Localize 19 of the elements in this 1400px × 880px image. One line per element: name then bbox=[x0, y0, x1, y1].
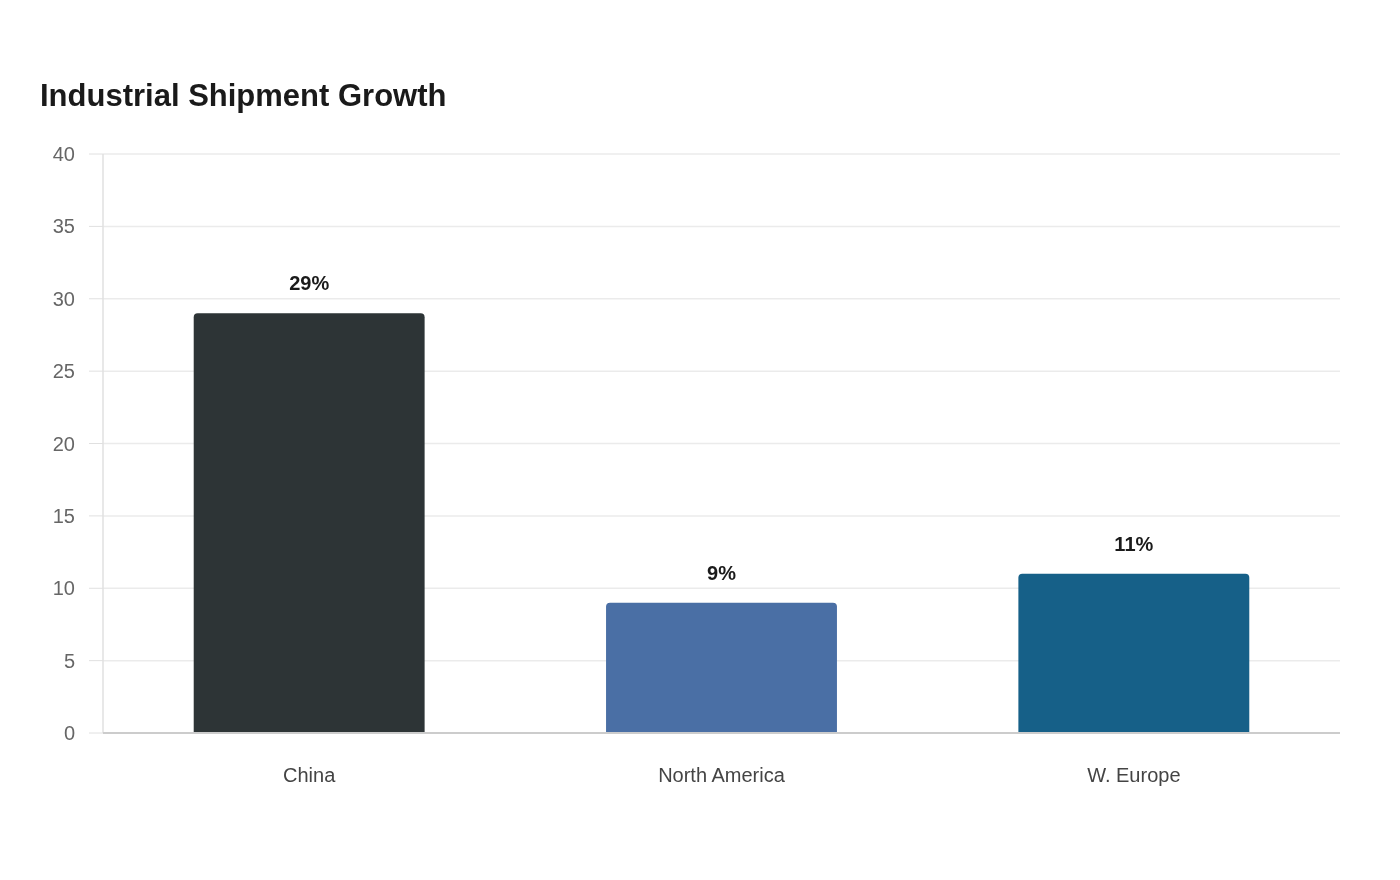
data-label: 29% bbox=[289, 272, 330, 295]
chart-title: Industrial Shipment Growth bbox=[40, 78, 447, 113]
x-tick-label: China bbox=[283, 764, 337, 786]
y-tick-label: 35 bbox=[52, 215, 75, 238]
y-tick-label: 10 bbox=[52, 577, 75, 600]
bar bbox=[193, 313, 425, 733]
data-label: 11% bbox=[1114, 532, 1154, 555]
bar bbox=[606, 602, 837, 733]
y-tick-label: 25 bbox=[52, 360, 75, 383]
x-tick-label: North America bbox=[658, 764, 786, 786]
data-label: 9% bbox=[707, 561, 737, 584]
y-tick-label: 30 bbox=[52, 287, 75, 310]
y-tick-label: 40 bbox=[52, 143, 75, 165]
x-tick-label: W. Europe bbox=[1087, 764, 1181, 786]
y-tick-label: 15 bbox=[52, 504, 75, 527]
bar bbox=[1018, 573, 1250, 733]
y-tick-label: 0 bbox=[63, 722, 75, 744]
y-tick-label: 5 bbox=[63, 649, 75, 672]
y-tick-label: 20 bbox=[52, 432, 75, 455]
